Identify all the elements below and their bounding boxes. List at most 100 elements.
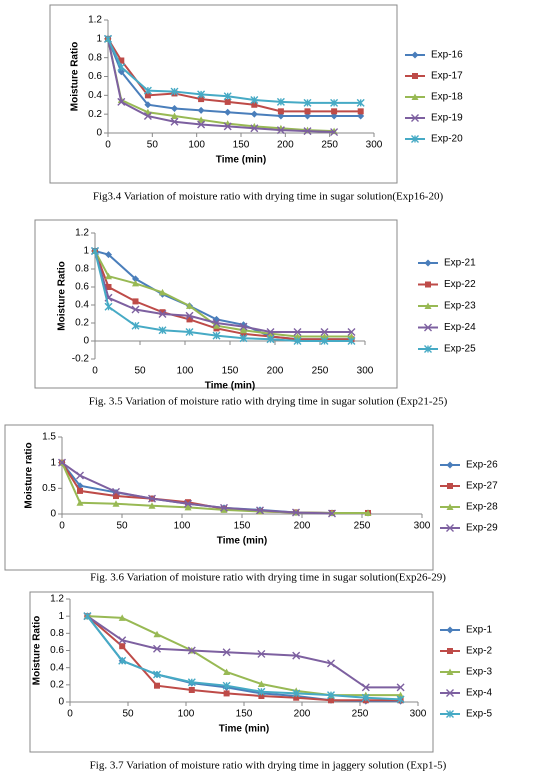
- marker: [170, 87, 179, 96]
- marker: [132, 275, 139, 283]
- marker: [185, 328, 194, 336]
- legend-label: Exp-17: [431, 71, 463, 82]
- marker: [132, 298, 139, 305]
- legend-label: Exp-20: [431, 134, 463, 145]
- marker: [112, 500, 120, 507]
- marker: [292, 651, 301, 660]
- y-axis-title: Moisture ratio: [24, 442, 35, 508]
- marker: [187, 678, 196, 687]
- marker: [105, 251, 112, 259]
- marker: [424, 323, 432, 332]
- x-tick-label: 150: [234, 521, 251, 532]
- marker: [257, 687, 266, 696]
- marker: [331, 108, 338, 115]
- marker: [131, 305, 140, 314]
- y-tick-label: 1: [96, 33, 102, 44]
- marker: [411, 51, 419, 59]
- legend-label: Exp-22: [444, 279, 476, 290]
- x-tick-label: 150: [222, 366, 239, 377]
- marker: [198, 96, 205, 103]
- x-tick-label: 100: [178, 709, 195, 720]
- marker: [131, 321, 140, 330]
- marker: [158, 310, 167, 318]
- y-axis-title: Moisture Ratio: [32, 616, 43, 685]
- marker: [357, 108, 364, 115]
- marker: [364, 509, 372, 516]
- marker: [446, 503, 454, 510]
- legend-label: Exp-1: [466, 625, 493, 636]
- marker: [153, 630, 161, 638]
- y-tick-label: 1.2: [75, 228, 89, 239]
- marker: [148, 502, 156, 509]
- marker: [220, 506, 228, 513]
- y-tick-label: 1.5: [42, 432, 56, 443]
- x-tick-label: 250: [352, 709, 369, 720]
- y-tick-label: 0: [96, 128, 102, 139]
- marker: [258, 692, 265, 699]
- x-tick-label: 200: [267, 366, 284, 377]
- marker: [184, 503, 192, 511]
- marker: [411, 93, 419, 100]
- marker: [446, 710, 454, 718]
- marker: [447, 483, 453, 489]
- marker: [104, 302, 113, 311]
- marker: [239, 334, 248, 343]
- figure-caption: Fig. 3.7 Variation of moisture ratio wit…: [90, 760, 447, 772]
- marker: [222, 681, 231, 690]
- marker: [118, 636, 127, 645]
- marker: [112, 487, 120, 496]
- series-line: [87, 615, 401, 697]
- marker: [293, 694, 300, 701]
- x-tick-label: 300: [357, 366, 374, 377]
- marker: [250, 96, 259, 105]
- marker: [223, 92, 232, 101]
- x-tick-label: 150: [233, 140, 250, 151]
- marker: [257, 649, 266, 658]
- marker: [132, 279, 139, 287]
- marker: [187, 646, 196, 655]
- marker: [424, 259, 432, 267]
- marker: [91, 247, 99, 255]
- marker: [171, 105, 178, 113]
- marker: [148, 494, 156, 503]
- marker: [144, 92, 151, 99]
- marker: [276, 97, 285, 106]
- marker: [171, 112, 178, 120]
- x-tick-label: 300: [414, 521, 431, 532]
- marker: [292, 508, 300, 517]
- marker: [330, 128, 339, 137]
- marker: [396, 695, 405, 704]
- marker: [224, 98, 231, 105]
- marker: [446, 524, 454, 532]
- marker: [348, 333, 355, 340]
- x-tick-label: 100: [177, 366, 194, 377]
- marker: [118, 656, 127, 665]
- marker: [143, 86, 152, 95]
- y-tick-label: 1: [83, 246, 89, 257]
- marker: [223, 668, 231, 675]
- marker: [446, 668, 454, 675]
- marker: [83, 612, 92, 621]
- marker: [197, 116, 205, 123]
- marker: [222, 648, 231, 657]
- y-tick-label: 0.4: [50, 662, 64, 673]
- marker: [303, 98, 312, 107]
- marker: [446, 461, 454, 469]
- series-line: [86, 615, 401, 702]
- legend-label: Exp-27: [466, 481, 498, 492]
- x-tick-label: 0: [67, 709, 73, 720]
- x-tick-label: 250: [312, 366, 329, 377]
- marker: [266, 328, 275, 336]
- legend-label: Exp-26: [466, 460, 498, 471]
- marker: [104, 34, 112, 43]
- legend-label: Exp-29: [466, 523, 498, 534]
- x-tick-label: 300: [410, 709, 427, 720]
- marker: [240, 326, 247, 334]
- y-tick-label: 0.2: [75, 318, 89, 329]
- marker: [446, 626, 454, 634]
- y-tick-label: 1.2: [50, 594, 64, 605]
- marker: [76, 471, 84, 480]
- marker: [292, 689, 301, 698]
- marker: [220, 503, 228, 512]
